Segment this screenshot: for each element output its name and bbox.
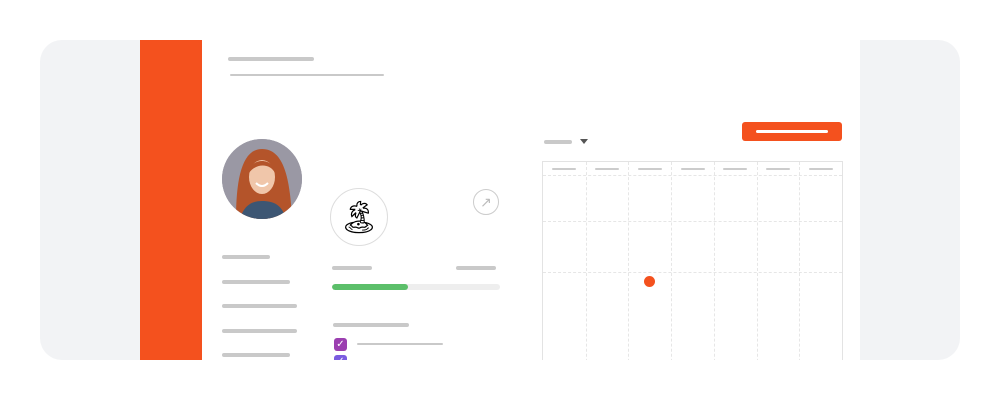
checkbox[interactable]: ✓ [334,355,347,360]
calendar-column-divider [628,162,630,360]
chevron-down-icon[interactable] [580,139,588,144]
arrow-up-right-icon: ↗ [480,193,492,210]
view-select-placeholder[interactable] [544,140,572,144]
page-title-placeholder [228,57,314,61]
progress-value-placeholder [456,266,496,270]
calendar-day-header [552,168,577,170]
calendar-column-divider [671,162,673,360]
main-panel: 🏝 ↗ ✓ ✓ [140,40,860,360]
progress-label-placeholder [332,266,372,270]
profile-line [222,329,297,333]
calendar-event-dot[interactable] [644,275,656,287]
breadcrumb-placeholder [230,74,384,76]
calendar-column-divider [799,162,801,360]
checkbox[interactable]: ✓ [334,338,347,351]
checklist-title-placeholder [333,323,409,327]
calendar-column-divider [585,162,587,360]
progress-bar [332,284,500,290]
calendar-day-header [765,168,790,170]
calendar-day-header [595,168,620,170]
beach-badge-icon: 🏝 [330,188,388,246]
app-frame: 🏝 ↗ ✓ ✓ [40,40,960,360]
profile-line [222,304,297,308]
profile-line [222,255,270,259]
beach-emoji: 🏝 [338,199,380,235]
calendar-day-header [808,168,833,170]
calendar-row-divider [543,175,842,176]
primary-action-button[interactable] [742,122,842,141]
calendar-day-header [637,168,662,170]
profile-line [222,353,290,357]
calendar-row-divider [543,272,842,273]
progress-fill [332,284,408,290]
calendar-row-divider [543,221,842,222]
calendar-day-header [680,168,705,170]
external-link-icon[interactable]: ↗ [473,189,499,215]
button-label-placeholder [756,130,828,133]
calendar-column-divider [713,162,715,360]
calendar-grid [542,161,843,360]
sidebar [140,40,202,360]
calendar-day-header [723,168,748,170]
avatar [222,139,302,219]
avatar-photo [222,139,302,219]
profile-line [222,280,290,284]
checklist-item-placeholder [357,343,443,345]
calendar-column-divider [756,162,758,360]
